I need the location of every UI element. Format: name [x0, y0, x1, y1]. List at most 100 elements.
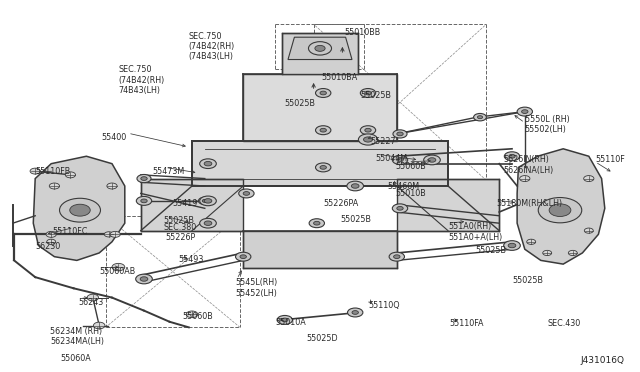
- Text: 5545L(RH)
55452(LH): 5545L(RH) 55452(LH): [236, 278, 278, 298]
- Circle shape: [522, 110, 528, 113]
- Circle shape: [236, 252, 251, 261]
- Circle shape: [87, 294, 99, 301]
- Text: 55110FA: 55110FA: [449, 319, 484, 328]
- Circle shape: [65, 172, 76, 178]
- Polygon shape: [397, 179, 499, 231]
- Text: 55110FC: 55110FC: [52, 227, 88, 236]
- Circle shape: [104, 232, 113, 237]
- Text: 5550L (RH)
55502(LH): 5550L (RH) 55502(LH): [525, 115, 570, 134]
- Polygon shape: [288, 37, 352, 60]
- Circle shape: [282, 318, 288, 322]
- Circle shape: [200, 196, 216, 206]
- Circle shape: [60, 198, 100, 222]
- Circle shape: [428, 158, 436, 162]
- Circle shape: [543, 250, 552, 256]
- Circle shape: [136, 196, 152, 205]
- Circle shape: [504, 152, 520, 161]
- Circle shape: [549, 204, 571, 217]
- Circle shape: [394, 255, 400, 259]
- Circle shape: [47, 239, 56, 244]
- Circle shape: [352, 311, 358, 314]
- Text: 55493: 55493: [178, 255, 204, 264]
- Circle shape: [320, 91, 326, 95]
- Text: 55025B: 55025B: [512, 276, 543, 285]
- Circle shape: [137, 174, 151, 183]
- Text: 55010A: 55010A: [275, 318, 306, 327]
- Text: 55226PA: 55226PA: [323, 199, 358, 208]
- Circle shape: [527, 239, 536, 244]
- Circle shape: [240, 255, 246, 259]
- Text: 5626IN(RH)
5626INA(LH): 5626IN(RH) 5626INA(LH): [503, 155, 554, 175]
- Polygon shape: [282, 33, 358, 74]
- Polygon shape: [243, 231, 397, 268]
- Text: 55025B: 55025B: [475, 246, 506, 254]
- Text: 55010BA: 55010BA: [321, 73, 358, 81]
- Text: 55025D: 55025D: [306, 334, 337, 343]
- Circle shape: [46, 231, 56, 237]
- Circle shape: [351, 184, 359, 188]
- Text: 55060A: 55060A: [61, 354, 92, 363]
- Text: 55227: 55227: [370, 137, 396, 146]
- Circle shape: [584, 176, 594, 182]
- Polygon shape: [141, 179, 243, 231]
- Polygon shape: [517, 149, 605, 264]
- Circle shape: [392, 204, 408, 213]
- Circle shape: [316, 89, 331, 97]
- Circle shape: [239, 189, 254, 198]
- Text: 55060B: 55060B: [182, 312, 213, 321]
- Circle shape: [314, 221, 320, 225]
- Circle shape: [320, 166, 326, 169]
- Circle shape: [584, 228, 593, 233]
- Circle shape: [320, 128, 326, 132]
- Circle shape: [397, 158, 403, 162]
- Circle shape: [200, 159, 216, 169]
- Text: 55180M(RH&LH): 55180M(RH&LH): [496, 199, 562, 208]
- Circle shape: [392, 155, 408, 164]
- Circle shape: [316, 126, 331, 135]
- Circle shape: [504, 241, 520, 250]
- Text: 55010BB: 55010BB: [344, 28, 381, 37]
- Text: J431016Q: J431016Q: [580, 356, 624, 365]
- Circle shape: [204, 161, 212, 166]
- Text: 55025B: 55025B: [285, 99, 316, 108]
- Circle shape: [474, 113, 486, 121]
- Circle shape: [202, 199, 207, 202]
- Circle shape: [347, 181, 364, 191]
- Circle shape: [365, 91, 371, 95]
- Circle shape: [186, 311, 198, 318]
- Polygon shape: [192, 141, 448, 186]
- Circle shape: [397, 132, 403, 136]
- Text: SEC.750
(74B42(RH)
74B43(LH): SEC.750 (74B42(RH) 74B43(LH): [118, 65, 164, 95]
- Text: 55060AB: 55060AB: [99, 267, 136, 276]
- Circle shape: [315, 45, 325, 51]
- Circle shape: [309, 219, 324, 228]
- Circle shape: [538, 198, 582, 223]
- Circle shape: [93, 322, 105, 329]
- Text: 55419: 55419: [173, 199, 198, 208]
- Circle shape: [30, 168, 40, 174]
- Circle shape: [136, 274, 152, 284]
- Circle shape: [393, 130, 407, 138]
- Text: 55025B: 55025B: [163, 216, 194, 225]
- Circle shape: [110, 231, 120, 237]
- Text: 55060B: 55060B: [396, 162, 426, 171]
- Circle shape: [358, 134, 378, 145]
- Text: 55044M: 55044M: [375, 154, 407, 163]
- Circle shape: [360, 89, 376, 97]
- Polygon shape: [33, 156, 125, 260]
- Circle shape: [308, 42, 332, 55]
- Text: 55010B: 55010B: [396, 189, 426, 198]
- Circle shape: [49, 183, 60, 189]
- Text: 56230: 56230: [35, 242, 60, 251]
- Circle shape: [508, 243, 516, 248]
- Circle shape: [517, 107, 532, 116]
- Circle shape: [397, 206, 403, 210]
- Circle shape: [243, 192, 250, 195]
- Text: 55025B: 55025B: [360, 91, 391, 100]
- Circle shape: [568, 250, 577, 256]
- Circle shape: [198, 197, 211, 205]
- Circle shape: [107, 183, 117, 189]
- Circle shape: [204, 199, 212, 203]
- Text: 55110Q: 55110Q: [368, 301, 399, 310]
- Circle shape: [141, 199, 147, 203]
